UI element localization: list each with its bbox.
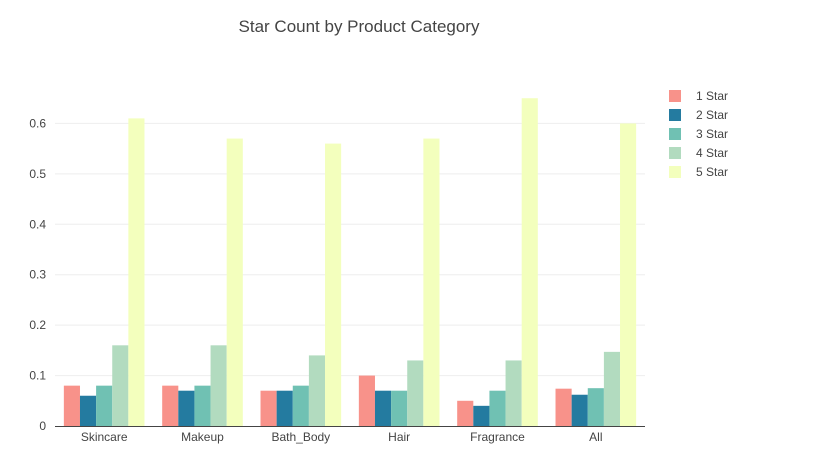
bar-2-star[interactable]: [571, 394, 588, 426]
bar-1-star[interactable]: [260, 390, 277, 426]
legend-item[interactable]: 2 Star: [669, 108, 728, 122]
bar-4-star[interactable]: [308, 355, 326, 426]
y-tick-label: 0.4: [29, 217, 46, 231]
legend-label: 5 Star: [696, 165, 728, 179]
legend-swatch: [669, 147, 681, 159]
bar-5-star[interactable]: [620, 123, 637, 426]
legend-label: 3 Star: [696, 127, 728, 141]
bar-5-star[interactable]: [325, 143, 342, 426]
bar-1-star[interactable]: [162, 385, 179, 426]
y-tick-label: 0.2: [29, 318, 46, 332]
bar-3-star[interactable]: [489, 390, 506, 426]
legend-label: 1 Star: [696, 89, 728, 103]
x-axis-ticks: Skincare Makeup Bath_Body Hair Fragrance All: [81, 430, 603, 444]
legend-item[interactable]: 3 Star: [669, 127, 728, 141]
y-axis-ticks: 0 0.1 0.2 0.3 0.4 0.5 0.6: [29, 116, 46, 433]
bar-4-star[interactable]: [407, 360, 424, 426]
bar-4-star[interactable]: [603, 351, 621, 426]
y-tick-label: 0.3: [29, 268, 46, 282]
y-tick-label: 0.1: [29, 369, 46, 383]
bar-3-star[interactable]: [587, 388, 604, 426]
legend-label: 4 Star: [696, 146, 728, 160]
legend-swatch: [669, 166, 681, 178]
bar-1-star[interactable]: [358, 375, 375, 426]
bar-2-star[interactable]: [79, 395, 97, 426]
y-tick-label: 0.6: [29, 116, 46, 130]
bar-1-star[interactable]: [555, 388, 572, 426]
legend[interactable]: 1 Star 2 Star 3 Star 4 Star 5 Star: [669, 89, 728, 179]
bars: [63, 98, 637, 427]
bar-3-star[interactable]: [292, 385, 309, 426]
bar-2-star[interactable]: [276, 390, 293, 426]
legend-item[interactable]: 1 Star: [669, 89, 728, 103]
x-tick-label: All: [589, 430, 602, 444]
legend-label: 2 Star: [696, 108, 728, 122]
grid-lines: [55, 122, 645, 377]
bar-3-star[interactable]: [391, 390, 408, 426]
bar-1-star[interactable]: [457, 400, 474, 426]
y-tick-label: 0: [39, 419, 46, 433]
chart-title: Star Count by Product Category: [239, 17, 480, 36]
x-tick-label: Fragrance: [470, 430, 525, 444]
bar-4-star[interactable]: [112, 345, 129, 426]
x-tick-label: Makeup: [181, 430, 224, 444]
bar-2-star[interactable]: [374, 390, 392, 426]
bar-3-star[interactable]: [96, 385, 113, 426]
bar-3-star[interactable]: [194, 385, 211, 426]
legend-item[interactable]: 4 Star: [669, 146, 728, 160]
bar-1-star[interactable]: [63, 385, 80, 426]
bar-4-star[interactable]: [210, 345, 227, 426]
legend-swatch: [669, 90, 681, 102]
bar-2-star[interactable]: [178, 390, 195, 426]
bar-5-star[interactable]: [128, 118, 145, 426]
x-tick-label: Skincare: [81, 430, 128, 444]
x-tick-label: Bath_Body: [271, 430, 330, 444]
y-tick-label: 0.5: [29, 167, 46, 181]
bar-5-star[interactable]: [423, 138, 440, 427]
x-tick-label: Hair: [388, 430, 410, 444]
bar-4-star[interactable]: [505, 360, 522, 426]
bar-5-star[interactable]: [521, 98, 538, 426]
legend-item[interactable]: 5 Star: [669, 165, 728, 179]
legend-swatch: [669, 109, 681, 121]
bar-2-star[interactable]: [473, 405, 490, 426]
legend-swatch: [669, 128, 681, 140]
bar-5-star[interactable]: [226, 138, 243, 427]
